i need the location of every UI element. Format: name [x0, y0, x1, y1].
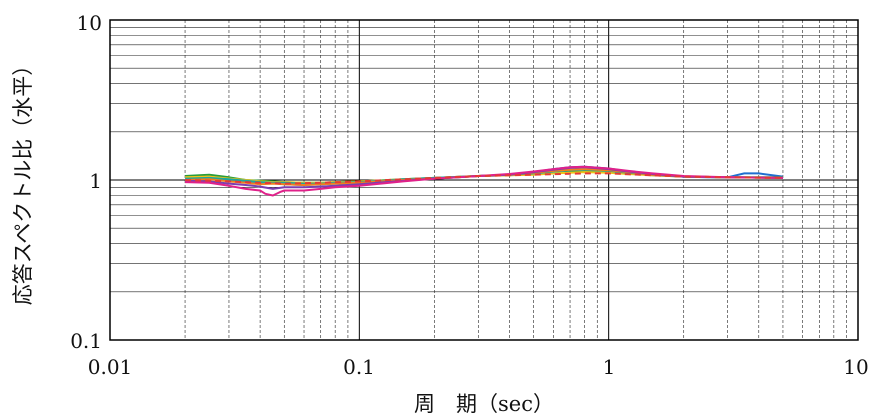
x-tick-label-0.01: 0.01: [88, 355, 133, 379]
series-line-8: [185, 172, 783, 185]
y-axis-title: 応答スペクトル比（水平）: [11, 55, 35, 306]
x-axis-title: 周 期（sec）: [414, 392, 554, 416]
series-line-6: [185, 166, 783, 190]
y-tick-label-1: 1: [89, 169, 102, 193]
x-tick-label-10: 10: [843, 355, 868, 379]
x-tick-label-0.1: 0.1: [343, 355, 375, 379]
plot-frame: [109, 19, 859, 341]
y-tick-label-0.1: 0.1: [70, 329, 102, 353]
series-line-7: [185, 165, 783, 197]
x-tick-label-1: 1: [603, 355, 616, 379]
series-lines: [185, 165, 784, 197]
y-tick-label-10: 10: [77, 11, 102, 35]
